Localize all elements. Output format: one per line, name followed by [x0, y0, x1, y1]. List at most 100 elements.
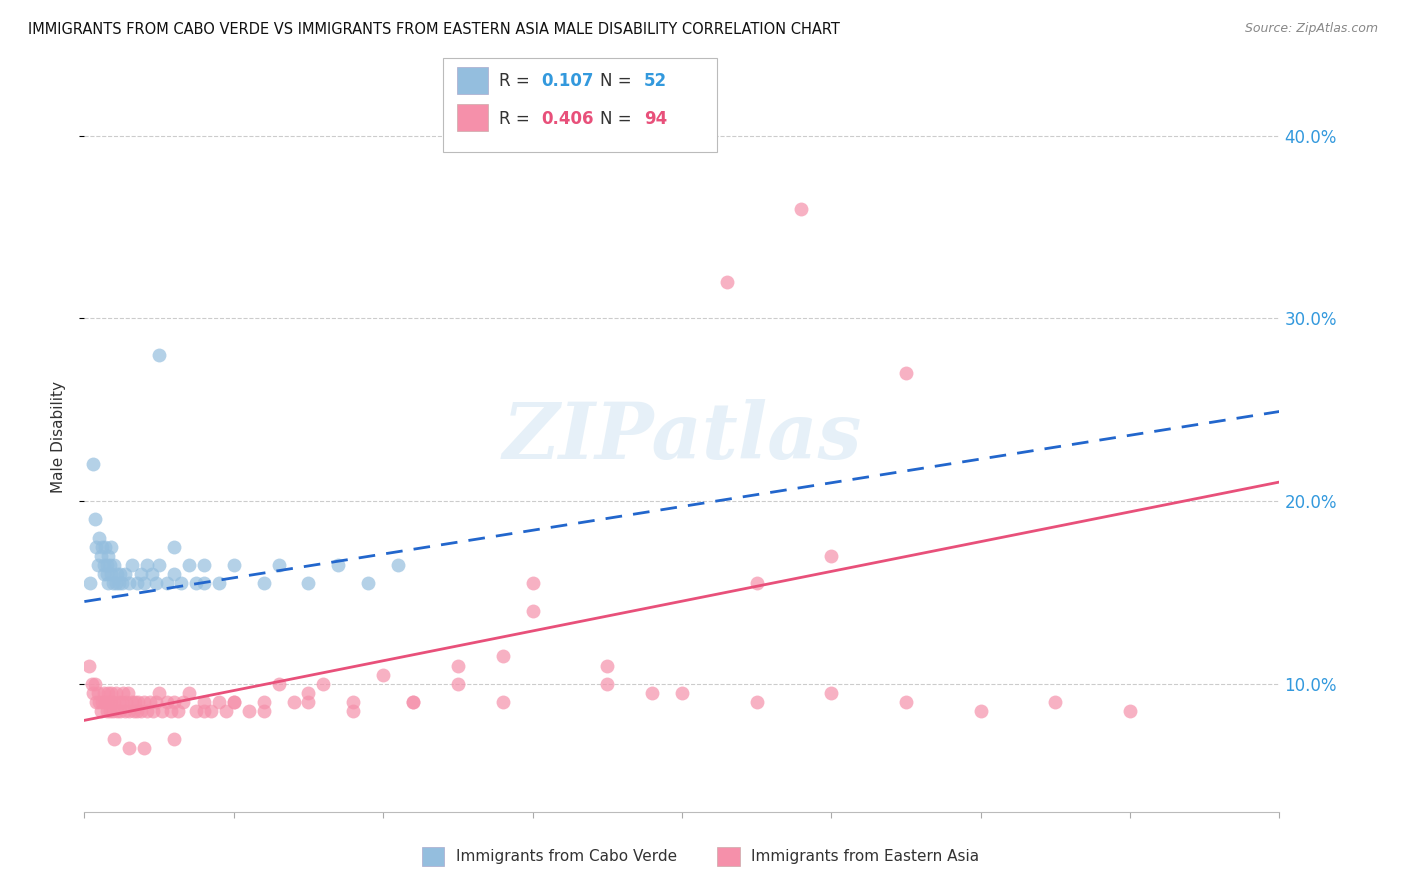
Point: [172, 695, 194, 709]
Point: [82, 458, 104, 472]
Point: [100, 540, 122, 554]
Point: [105, 567, 128, 582]
Point: [107, 576, 129, 591]
Point: [253, 576, 276, 591]
Point: [117, 686, 139, 700]
Point: [77, 658, 100, 673]
Point: [193, 695, 215, 709]
Point: [104, 686, 127, 700]
Point: [186, 576, 208, 591]
Point: [110, 704, 132, 718]
Point: [125, 704, 148, 718]
Point: [132, 576, 156, 591]
Point: [87, 558, 110, 572]
Point: [101, 576, 124, 591]
Text: 0.107: 0.107: [541, 72, 593, 90]
Point: [145, 695, 167, 709]
Point: [121, 558, 143, 572]
Text: 52: 52: [644, 72, 666, 90]
Point: [132, 695, 156, 709]
Point: [641, 686, 664, 700]
Point: [373, 667, 395, 681]
Point: [86, 540, 108, 554]
Point: [145, 576, 167, 591]
Point: [312, 677, 335, 691]
Point: [193, 704, 215, 718]
Point: [136, 704, 159, 718]
Point: [342, 704, 364, 718]
Point: [716, 275, 738, 289]
Point: [96, 704, 118, 718]
Text: Immigrants from Cabo Verde: Immigrants from Cabo Verde: [456, 849, 676, 863]
Point: [150, 704, 173, 718]
Point: [148, 558, 170, 572]
Point: [91, 540, 114, 554]
Point: [215, 704, 238, 718]
Point: [155, 576, 177, 591]
Point: [96, 567, 118, 582]
Point: [155, 695, 177, 709]
Point: [118, 704, 141, 718]
Point: [193, 576, 215, 591]
Point: [93, 567, 115, 582]
Point: [447, 658, 470, 673]
Point: [238, 704, 260, 718]
Point: [148, 686, 170, 700]
Point: [186, 704, 208, 718]
Text: Source: ZipAtlas.com: Source: ZipAtlas.com: [1244, 22, 1378, 36]
Text: R =: R =: [499, 72, 536, 90]
Point: [208, 576, 231, 591]
Point: [97, 549, 120, 563]
Point: [342, 695, 364, 709]
Point: [80, 677, 103, 691]
Point: [114, 704, 136, 718]
Point: [167, 704, 190, 718]
Point: [253, 695, 276, 709]
Point: [177, 558, 200, 572]
Point: [98, 558, 121, 572]
Point: [142, 704, 165, 718]
Point: [267, 558, 290, 572]
Point: [94, 695, 117, 709]
Point: [89, 695, 111, 709]
Point: [115, 695, 138, 709]
Point: [492, 695, 515, 709]
Point: [129, 704, 152, 718]
Point: [132, 740, 156, 755]
Point: [94, 540, 117, 554]
Point: [103, 731, 125, 746]
Point: [91, 695, 114, 709]
Point: [118, 740, 141, 755]
Point: [96, 558, 118, 572]
Point: [1119, 704, 1142, 718]
Point: [83, 677, 105, 691]
Point: [104, 576, 127, 591]
Point: [105, 704, 128, 718]
Point: [297, 686, 319, 700]
Point: [121, 695, 143, 709]
Point: [107, 695, 129, 709]
Point: [93, 558, 115, 572]
Point: [141, 567, 163, 582]
Point: [111, 576, 134, 591]
Point: [193, 558, 215, 572]
Point: [267, 677, 290, 691]
Point: [163, 540, 186, 554]
Point: [328, 558, 350, 572]
Text: ZIPatlas: ZIPatlas: [502, 399, 862, 475]
Point: [124, 695, 146, 709]
Point: [492, 649, 515, 664]
Point: [820, 686, 842, 700]
Point: [87, 686, 110, 700]
Point: [98, 704, 121, 718]
Point: [97, 576, 120, 591]
Point: [357, 576, 380, 591]
Point: [222, 695, 245, 709]
Text: R =: R =: [499, 110, 536, 128]
Point: [86, 695, 108, 709]
Point: [103, 558, 125, 572]
Text: 0.406: 0.406: [541, 110, 593, 128]
Point: [790, 202, 813, 216]
Point: [297, 695, 319, 709]
Point: [208, 695, 231, 709]
